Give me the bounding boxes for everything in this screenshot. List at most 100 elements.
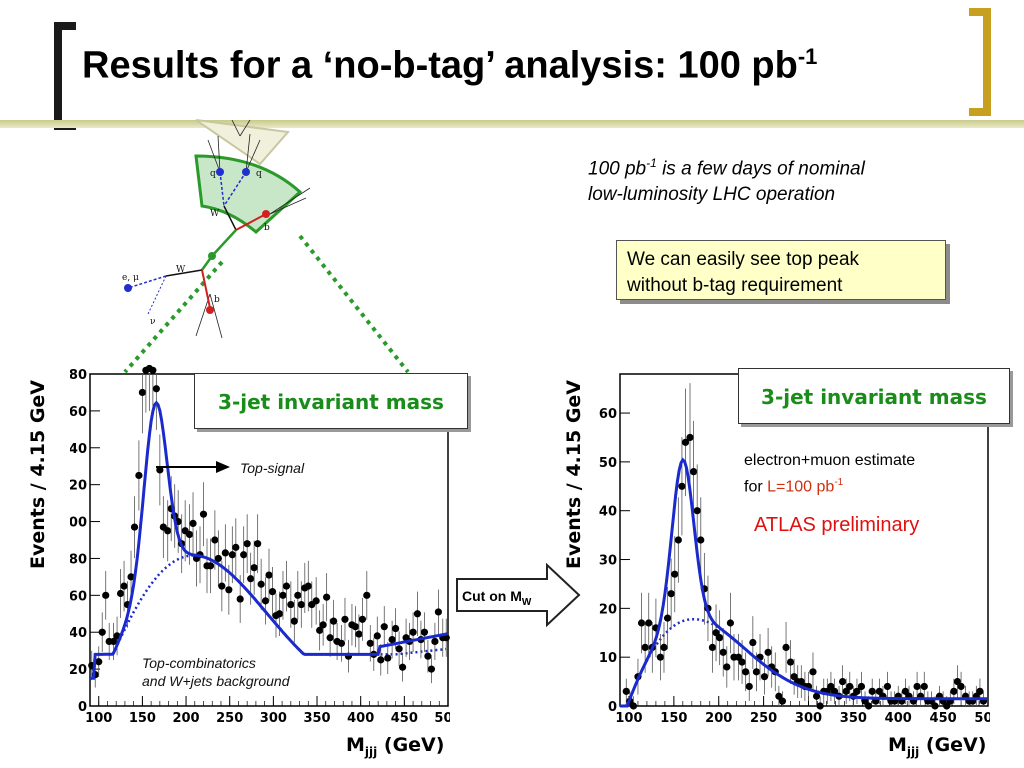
data-point <box>398 663 407 671</box>
y-tick-label: 80 <box>70 368 87 383</box>
x-tick-label: 400 <box>347 711 374 722</box>
data-point <box>931 702 939 710</box>
data-point <box>697 536 705 544</box>
x-tick-label: 450 <box>930 711 957 722</box>
data-point <box>225 586 233 594</box>
y-tick-label: 40 <box>599 505 617 520</box>
data-point <box>957 682 965 691</box>
data-point <box>257 580 265 588</box>
data-point <box>261 597 270 605</box>
fit-curve <box>620 457 988 708</box>
luminosity-note: 100 pb-1 is a few days of nominal low-lu… <box>588 156 865 206</box>
x-tick-label: 350 <box>303 711 330 722</box>
data-point <box>316 626 324 634</box>
upper-cone-icon <box>195 119 290 166</box>
data-point <box>708 643 717 652</box>
data-point <box>678 482 686 490</box>
right-plot-title-box: 3-jet invariant mass <box>738 368 1010 424</box>
label-b-bottom: b <box>214 295 220 305</box>
x-tick-label: 450 <box>391 711 418 722</box>
page-title: Results for a ‘no-b-tag’ analysis: 100 p… <box>82 44 818 87</box>
data-point <box>98 628 106 636</box>
top-peak-callout: We can easily see top peak without b-tag… <box>616 240 946 300</box>
data-point <box>812 692 821 700</box>
data-point <box>326 634 334 642</box>
ttbar-decay-diagram: q q W b e, μ W b ν <box>122 119 310 339</box>
data-point <box>690 468 698 476</box>
data-point <box>330 617 338 625</box>
y-tick-label: 20 <box>599 602 617 617</box>
data-point <box>742 668 750 676</box>
data-point <box>337 639 346 647</box>
y-tick-label: 00 <box>70 516 87 531</box>
data-point <box>726 619 734 627</box>
data-point <box>693 507 701 515</box>
data-point <box>838 677 847 686</box>
left-plot-title-box: 3-jet invariant mass <box>194 373 468 429</box>
data-point <box>660 643 668 652</box>
data-point <box>358 615 367 623</box>
y-tick-label: 50 <box>599 456 617 471</box>
data-point <box>95 658 103 666</box>
x-tick-label: 100 <box>85 711 112 722</box>
data-point <box>189 519 197 527</box>
data-point <box>135 471 143 480</box>
top-signal-annotation: Top-signal <box>240 460 305 476</box>
x-tick-label: 200 <box>172 711 199 722</box>
data-point <box>156 466 164 474</box>
data-point <box>312 597 320 605</box>
data-point <box>268 588 277 596</box>
data-point <box>363 591 371 599</box>
atlas-preliminary-label: ATLAS preliminary <box>754 514 920 536</box>
label-w-bottom: W <box>176 265 186 275</box>
data-point <box>641 643 649 652</box>
x-tick-label: 150 <box>129 711 156 722</box>
data-point <box>388 636 396 644</box>
left-mass-plot: 100 150 200 250 300 350 400 450 500 0 20 40 60 80 00 20… <box>70 364 450 722</box>
x-tick-label: 250 <box>750 711 777 722</box>
data-point <box>865 702 873 710</box>
data-point <box>667 590 675 598</box>
label-w-top: W <box>210 209 220 219</box>
data-point <box>752 668 761 676</box>
label-b-top: b <box>264 223 270 233</box>
y-tick-label: 60 <box>70 405 87 420</box>
data-point <box>686 433 694 442</box>
data-point <box>716 634 724 642</box>
top-signal-arrow-icon <box>156 461 230 473</box>
data-point <box>377 656 385 664</box>
data-point <box>185 530 194 539</box>
data-point <box>883 682 892 691</box>
y-tick-label: 0 <box>608 700 617 715</box>
data-point <box>427 665 436 673</box>
data-point <box>442 634 450 642</box>
fit-curve <box>90 400 449 680</box>
data-point <box>786 658 795 666</box>
bquark-dot-icon <box>206 306 214 314</box>
data-point <box>663 614 672 622</box>
right-plot-ylabel: Events / 4.15 GeV <box>563 379 585 569</box>
data-point <box>738 658 746 666</box>
x-tick-label: 350 <box>840 711 867 722</box>
cut-on-mw-arrow-icon <box>456 563 581 627</box>
data-point <box>366 639 374 647</box>
data-point <box>913 682 921 691</box>
data-point <box>211 536 219 544</box>
data-point <box>868 687 876 695</box>
data-point <box>149 366 157 374</box>
data-point <box>254 540 262 548</box>
y-tick-label: 40 <box>70 626 87 641</box>
data-point <box>247 575 255 583</box>
data-point <box>221 549 229 557</box>
data-point <box>431 637 439 646</box>
y-tick-label: 20 <box>70 479 87 494</box>
data-point <box>719 648 727 656</box>
data-point <box>809 668 817 676</box>
y-tick-label: 30 <box>599 554 617 569</box>
y-tick-label: 40 <box>70 442 87 457</box>
x-tick-label: 400 <box>885 711 912 722</box>
data-point <box>420 628 429 636</box>
data-point <box>392 624 400 633</box>
label-q1: q <box>210 169 216 179</box>
